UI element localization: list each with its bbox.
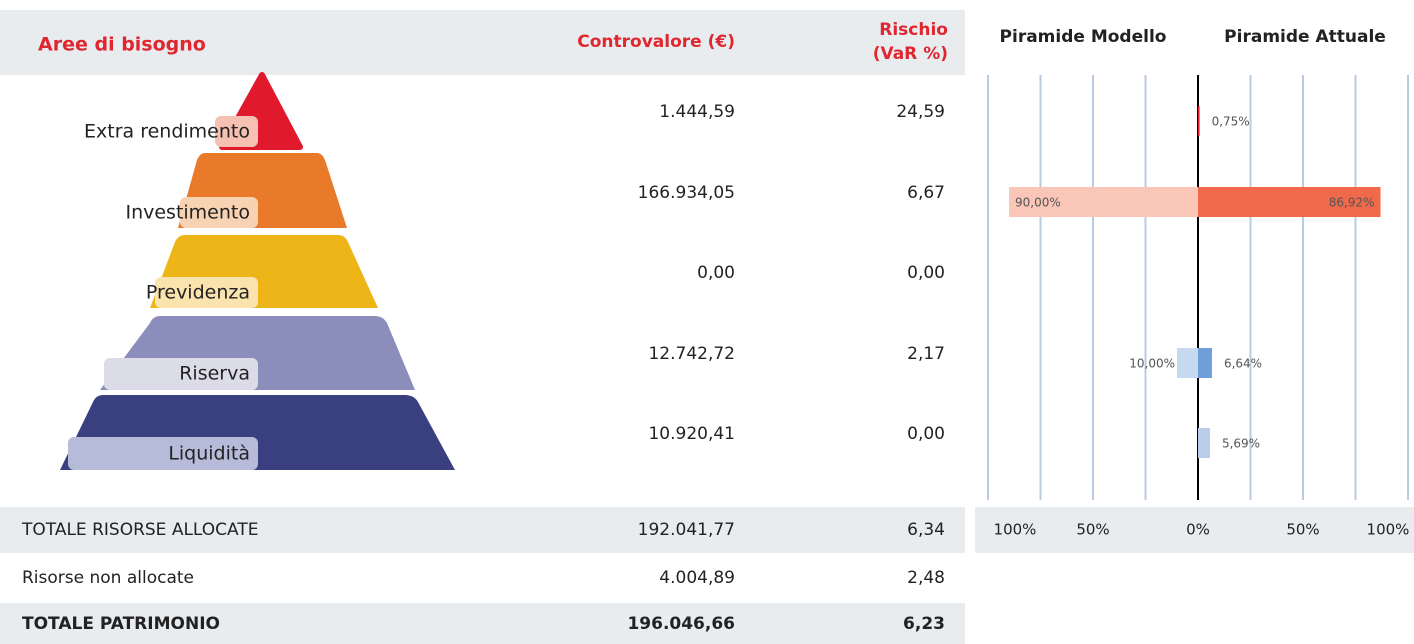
table-header-bg: [0, 10, 965, 75]
bar: [1198, 428, 1210, 458]
x-tick-label: 0%: [1186, 521, 1210, 539]
total-value: 196.046,66: [627, 614, 735, 634]
label-box: [155, 277, 258, 308]
legend-actual: Piramide Attuale: [1224, 27, 1386, 47]
value-cell: 1.444,59: [659, 102, 735, 122]
value-cell: 10.920,41: [648, 424, 735, 444]
bar-label: 10,00%: [1129, 357, 1175, 371]
total-risk: 2,48: [907, 568, 945, 588]
bar: [1177, 348, 1198, 378]
bar: [1009, 187, 1198, 217]
bar: [1198, 187, 1381, 217]
area-label: Previdenza: [146, 282, 250, 304]
label-box: [104, 358, 258, 390]
total-row-bg: [0, 603, 965, 644]
label-box: [68, 437, 258, 470]
area-label: Investimento: [125, 202, 250, 224]
header-value: Controvalore (€): [577, 32, 735, 52]
total-risk: 6,34: [907, 520, 945, 540]
risk-cell: 6,67: [907, 183, 945, 203]
total-value: 192.041,77: [638, 520, 735, 540]
x-tick-label: 100%: [994, 521, 1037, 539]
header-risk: Rischio (VaR %): [873, 20, 948, 64]
x-tick-label: 50%: [1076, 521, 1109, 539]
bar: [1198, 348, 1212, 378]
total-label: Risorse non allocate: [22, 568, 194, 588]
area-label: Extra rendimento: [84, 121, 250, 143]
label-box: [215, 116, 258, 147]
x-tick-label: 50%: [1286, 521, 1319, 539]
risk-cell: 2,17: [907, 344, 945, 364]
bar-label: 5,69%: [1222, 437, 1260, 451]
value-cell: 12.742,72: [648, 344, 735, 364]
risk-cell: 24,59: [896, 102, 945, 122]
axis-bg: [975, 507, 1414, 553]
value-cell: 0,00: [697, 263, 735, 283]
legend-model: Piramide Modello: [1000, 27, 1167, 47]
total-risk: 6,23: [903, 614, 945, 634]
value-cell: 166.934,05: [638, 183, 735, 203]
total-label: TOTALE PATRIMONIO: [22, 614, 220, 634]
bar: [1198, 106, 1200, 136]
area-label: Riserva: [179, 363, 250, 385]
total-label: TOTALE RISORSE ALLOCATE: [21, 520, 258, 540]
label-box: [180, 197, 258, 228]
bar-label: 86,92%: [1329, 196, 1375, 210]
bar-label: 90,00%: [1015, 196, 1061, 210]
pyramid: [60, 72, 455, 470]
bar-label: 0,75%: [1212, 115, 1250, 129]
area-label: Liquidità: [168, 443, 250, 465]
risk-cell: 0,00: [907, 263, 945, 283]
header-area: Aree di bisogno: [38, 34, 206, 56]
x-tick-label: 100%: [1367, 521, 1410, 539]
bar-label: 6,64%: [1224, 357, 1262, 371]
total-row-bg: [0, 507, 965, 553]
total-value: 4.004,89: [659, 568, 735, 588]
risk-cell: 0,00: [907, 424, 945, 444]
